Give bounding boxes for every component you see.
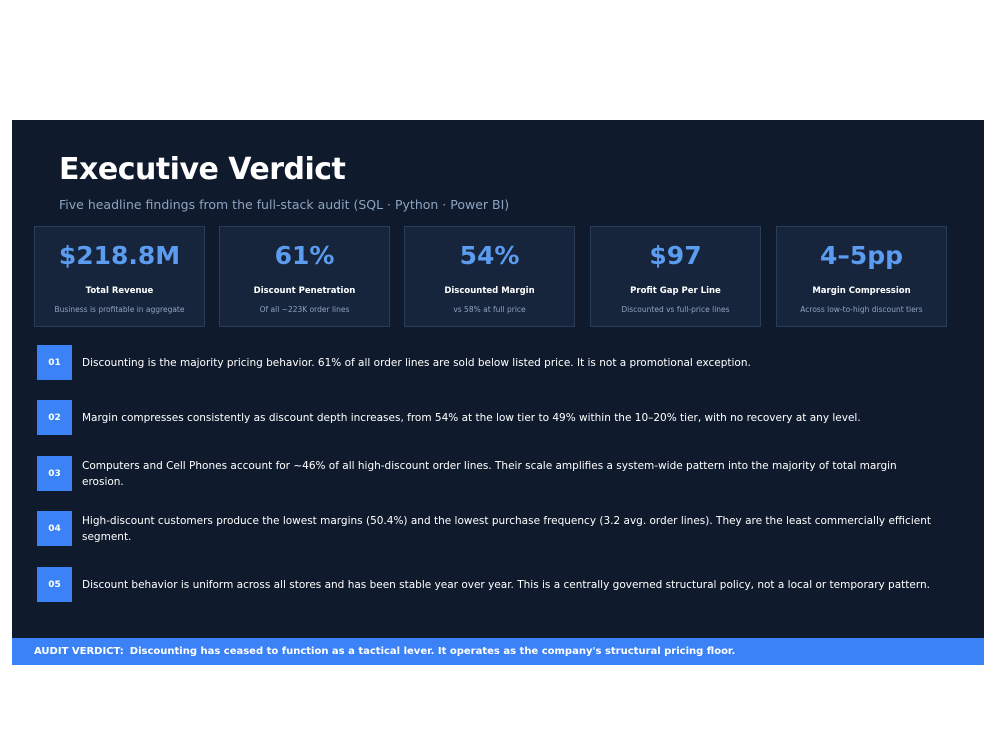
- slide-panel: Executive Verdict Five headline findings…: [12, 120, 984, 638]
- finding-number: 04: [37, 511, 72, 546]
- finding-row: 01 Discounting is the majority pricing be…: [37, 345, 937, 380]
- metric-note: Across low-to-high discount tiers: [800, 305, 923, 314]
- finding-number: 05: [37, 567, 72, 602]
- finding-text: Computers and Cell Phones account for ~4…: [82, 459, 897, 488]
- finding-row: 02 Margin compresses consistently as disc…: [37, 400, 937, 435]
- metric-card: 61% Discount Penetration Of all ~223K orde…: [219, 226, 390, 327]
- metric-note: vs 58% at full price: [453, 305, 526, 314]
- verdict-text: Discounting has ceased to function as a …: [129, 646, 736, 657]
- metric-label: Discounted Margin: [444, 286, 535, 296]
- metric-value: $97: [649, 241, 702, 270]
- finding-number: 02: [37, 400, 72, 435]
- metric-label: Profit Gap Per Line: [630, 286, 721, 296]
- finding-text: Margin compresses consistently as discou…: [82, 411, 861, 424]
- metric-note: Discounted vs full-price lines: [621, 305, 730, 314]
- metric-card: $218.8M Total Revenue Business is profitab…: [34, 226, 205, 327]
- metric-value: 61%: [274, 241, 335, 270]
- metric-note: Of all ~223K order lines: [259, 305, 350, 314]
- metric-value: 4–5pp: [819, 241, 904, 270]
- metric-card: 54% Discounted Margin vs 58% at full price: [404, 226, 575, 327]
- metric-label: Total Revenue: [85, 286, 154, 296]
- metric-value: 54%: [459, 241, 520, 270]
- subtitle: Five headline findings from the full-sta…: [59, 197, 510, 212]
- finding-text: High-discount customers produce the lowe…: [82, 514, 931, 543]
- finding-text: Discount behavior is uniform across all …: [82, 578, 930, 591]
- verdict-label: AUDIT VERDICT:: [34, 646, 124, 657]
- metric-label: Discount Penetration: [253, 286, 356, 296]
- finding-row: 05 Discount behavior is uniform across al…: [37, 567, 937, 602]
- metric-label: Margin Compression: [812, 286, 911, 296]
- finding-row: 03 Computers and Cell Phones account for …: [37, 456, 937, 491]
- metric-card: $97 Profit Gap Per Line Discounted vs full…: [590, 226, 761, 327]
- finding-number: 01: [37, 345, 72, 380]
- title: Executive Verdict: [59, 152, 346, 187]
- verdict-banner: AUDIT VERDICT: Discounting has ceased to…: [12, 638, 984, 665]
- finding-number: 03: [37, 456, 72, 491]
- finding-row: 04 High-discount customers produce the lo…: [37, 511, 937, 546]
- metric-note: Business is profitable in aggregate: [54, 305, 185, 314]
- metric-value: $218.8M: [58, 241, 181, 270]
- metric-card: 4–5pp Margin Compression Across low-to-hig…: [776, 226, 947, 327]
- finding-text: Discounting is the majority pricing beha…: [82, 356, 751, 369]
